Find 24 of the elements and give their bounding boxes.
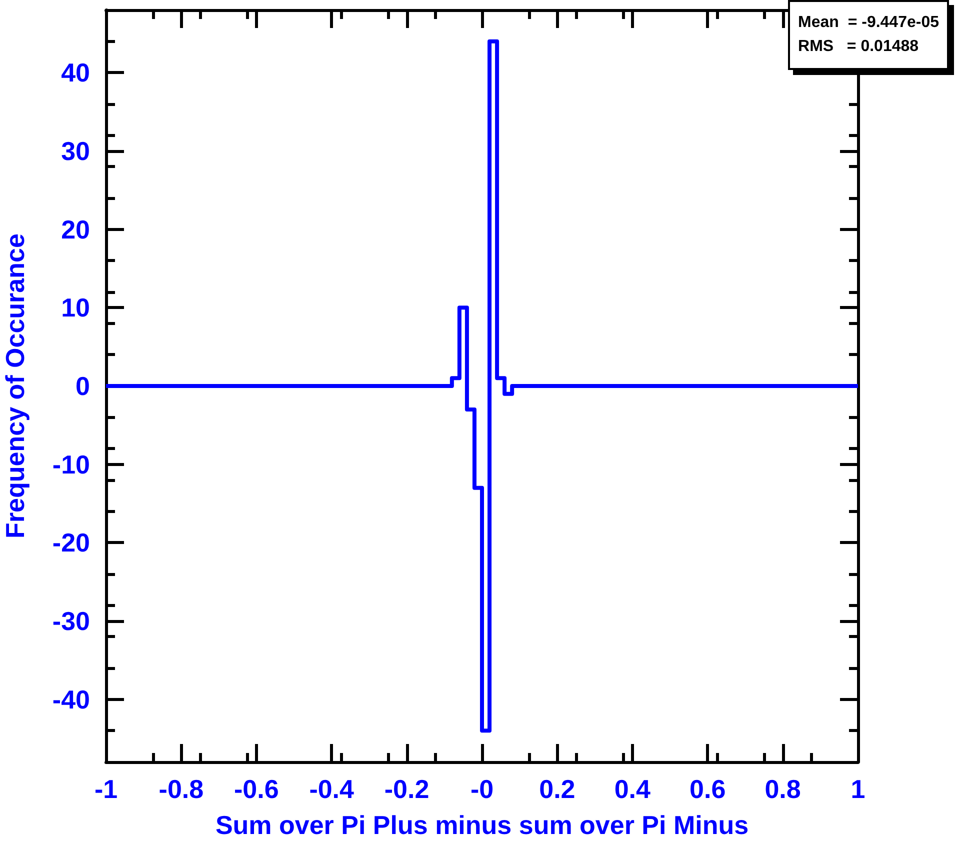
x-tick-label: 0.6 xyxy=(690,774,726,804)
y-tick-label: 10 xyxy=(61,292,90,323)
y-tick-label: -20 xyxy=(52,528,90,558)
y-tick-label: -30 xyxy=(52,606,90,636)
x-tick-label: -0 xyxy=(470,774,494,804)
x-tick-label: -0.4 xyxy=(309,774,355,804)
x-tick-label: 1 xyxy=(850,774,866,804)
annotation: RMS = 0.01488 xyxy=(798,38,920,56)
y-tick-label: 0 xyxy=(76,371,90,401)
y-tick-label: -40 xyxy=(52,684,90,714)
y-tick-label: 40 xyxy=(61,58,90,88)
x-tick-label: 0.4 xyxy=(614,774,652,804)
x-tick-label: -0.6 xyxy=(234,774,279,804)
y-tick-label: 20 xyxy=(61,214,90,244)
y-tick-label: 30 xyxy=(61,136,90,166)
x-tick-label: -0.2 xyxy=(384,774,430,804)
y-tick-label: -10 xyxy=(52,449,90,480)
x-tick-label: 0.2 xyxy=(539,774,576,804)
x-tick-label: 0.8 xyxy=(764,774,801,804)
x-tick-label: -1 xyxy=(94,774,118,804)
y-axis-title: Frequency of Occurance xyxy=(0,234,30,538)
annotation: Mean = -9.447e-05 xyxy=(798,14,939,32)
x-tick-label: -0.8 xyxy=(158,774,204,804)
x-axis-title: Sum over Pi Plus minus sum over Pi Minus xyxy=(215,810,749,840)
